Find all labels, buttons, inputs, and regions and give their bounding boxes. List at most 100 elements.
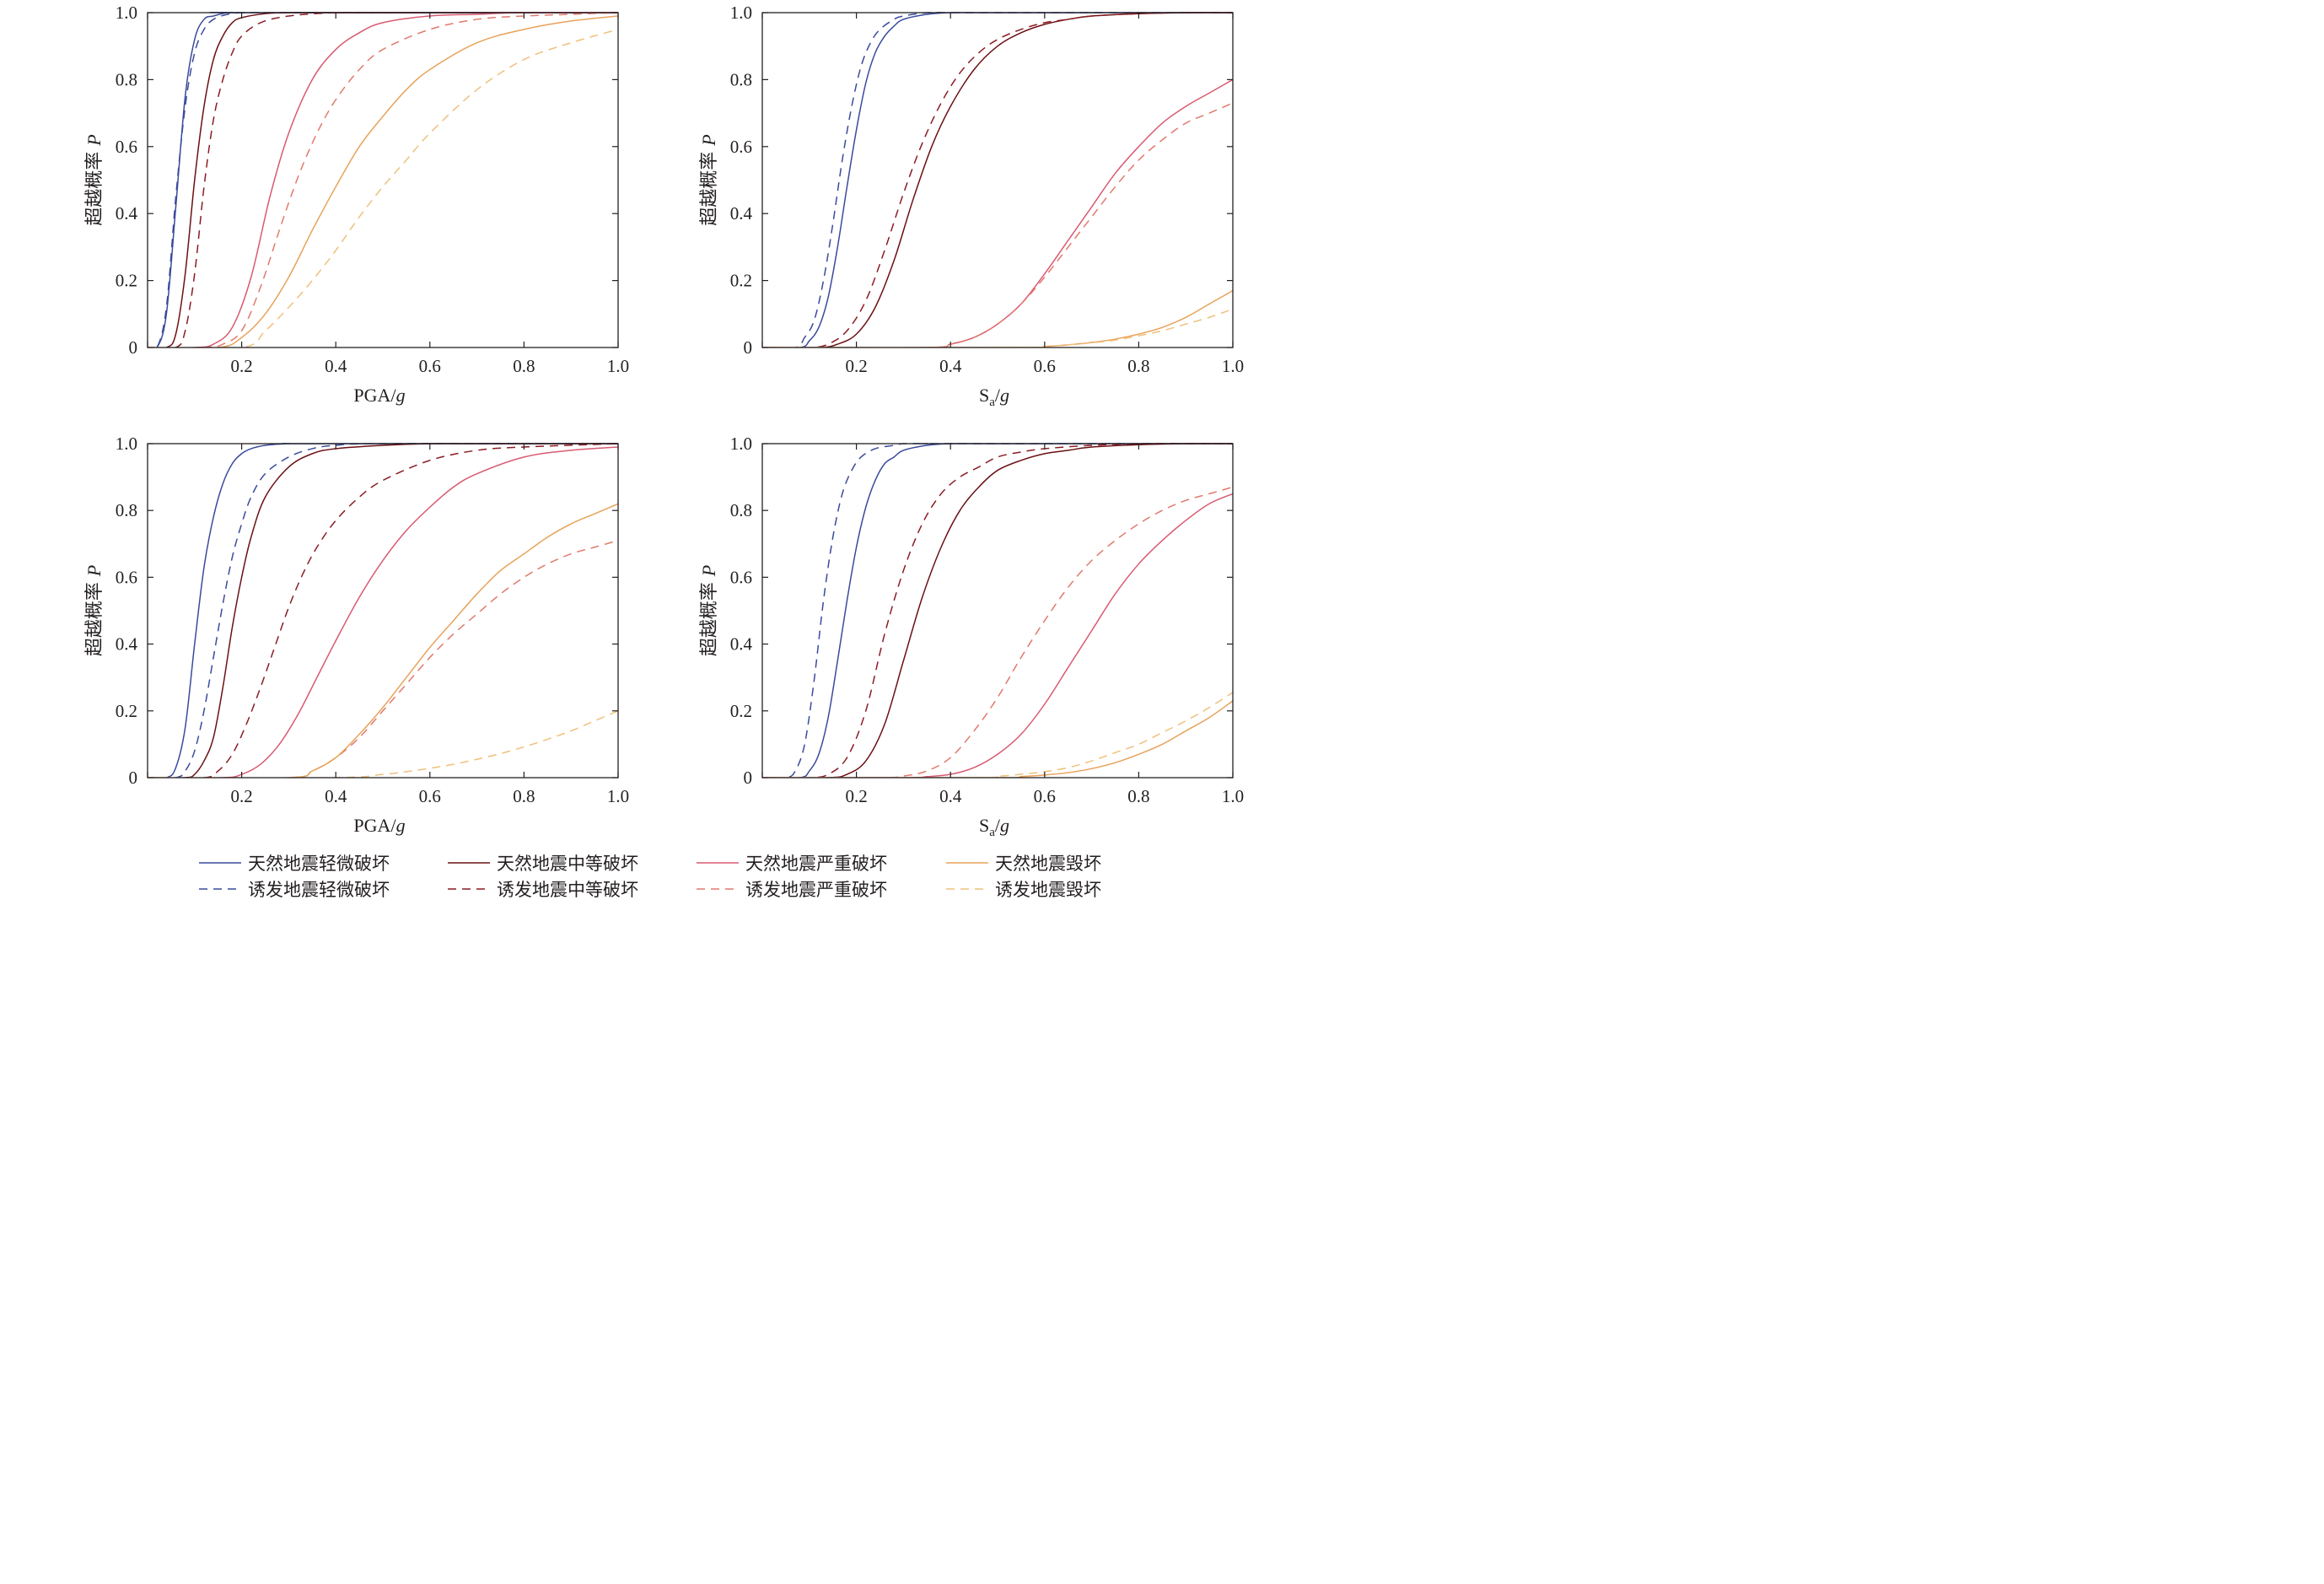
legend-item-natural-2: 天然地震中等破坏 [448, 854, 638, 874]
legend-item-induced-3: 诱发地震严重破坏 [697, 880, 887, 900]
x-tick-label: 0.6 [419, 356, 441, 376]
y-tick-label: 0.2 [730, 701, 752, 721]
y-tick-label: 0.6 [730, 567, 752, 587]
legend-item-induced-4: 诱发地震毁坏 [946, 880, 1101, 900]
series-line-induced-: 诱发地震中等破坏 [148, 12, 618, 348]
y-axis-title-main: 超越概率 [84, 576, 105, 656]
plot-frame [147, 443, 619, 779]
y-tick-label: 0.6 [116, 567, 137, 587]
x-axis-title-subscript: a [989, 396, 995, 409]
series-line-induced-: 诱发地震严重破坏 [762, 486, 1233, 778]
x-tick-label: 0.6 [1034, 786, 1056, 806]
series-line-natural-: 天然地震轻微破坏 [762, 12, 1233, 348]
x-tick-label: 0.4 [939, 786, 962, 806]
y-tick-label: 0.8 [730, 500, 752, 520]
x-tick-label: 0.2 [845, 356, 867, 376]
series-line-natural-: 天然地震毁坏 [148, 15, 618, 348]
series-line-natural-: 天然地震轻微破坏 [148, 443, 618, 778]
x-axis-title-subscript: a [989, 826, 995, 839]
series-lines: 天然地震轻微破坏诱发地震轻微破坏天然地震中等破坏诱发地震中等破坏天然地震严重破坏… [148, 12, 618, 348]
series-line-natural-: 天然地震中等破坏 [148, 12, 618, 348]
legend-item-induced-1: 诱发地震轻微破坏 [199, 880, 390, 900]
series-lines: 天然地震轻微破坏诱发地震轻微破坏天然地震中等破坏诱发地震中等破坏天然地震严重破坏… [762, 443, 1233, 778]
series-line-induced-: 诱发地震严重破坏 [148, 12, 618, 348]
series-lines: 天然地震轻微破坏诱发地震轻微破坏天然地震中等破坏诱发地震中等破坏天然地震严重破坏… [148, 443, 618, 778]
legend-label: 诱发地震严重破坏 [745, 880, 887, 900]
x-axis-title: PGA/g [353, 815, 405, 836]
y-axis-title-main: 超越概率 [699, 576, 720, 656]
x-axis-title-slash: / [390, 385, 396, 406]
series-line-induced-: 诱发地震毁坏 [148, 710, 618, 778]
x-tick-label: 1.0 [1222, 356, 1244, 376]
x-tick-label: 0.4 [325, 786, 347, 806]
legend-label: 天然地震轻微破坏 [248, 854, 390, 874]
y-axis-title-main: 超越概率 [699, 146, 720, 226]
x-tick-label: 1.0 [1222, 786, 1244, 806]
x-tick-label: 0.2 [230, 356, 252, 376]
y-tick-label: 1.0 [730, 3, 752, 23]
x-axis-title-slash: / [390, 815, 396, 836]
y-tick-label: 0 [129, 337, 138, 358]
chart-top-left: 天然地震轻微破坏诱发地震轻微破坏天然地震中等破坏诱发地震中等破坏天然地震严重破坏… [83, 3, 629, 406]
y-tick-label: 0.2 [116, 701, 137, 721]
x-axis-title-variable: g [1000, 385, 1009, 406]
series-line-natural-: 天然地震毁坏 [148, 503, 618, 778]
legend-item-natural-1: 天然地震轻微破坏 [199, 854, 390, 874]
y-tick-label: 0 [744, 768, 753, 788]
series-line-induced-: 诱发地震中等破坏 [762, 443, 1233, 778]
series-line-induced-: 诱发地震严重破坏 [762, 102, 1233, 348]
y-tick-label: 0.4 [116, 203, 138, 224]
chart-bottom-left: 天然地震轻微破坏诱发地震轻微破坏天然地震中等破坏诱发地震中等破坏天然地震严重破坏… [83, 434, 629, 836]
x-axis-title-variable: g [396, 815, 406, 836]
x-axis-title-main: PGA [353, 815, 390, 836]
legend-label: 天然地震严重破坏 [745, 854, 887, 874]
series-line-induced-: 诱发地震轻微破坏 [762, 12, 1233, 348]
y-axis-title-variable: P [83, 134, 105, 146]
series-line-natural-: 天然地震中等破坏 [148, 443, 618, 778]
y-axis-title: 超越概率 P [698, 565, 720, 656]
y-axis-title: 超越概率 P [83, 565, 105, 656]
legend-label: 诱发地震毁坏 [995, 880, 1101, 900]
y-axis-title: 超越概率 P [698, 134, 720, 225]
y-axis-title: 超越概率 P [83, 134, 105, 225]
series-line-induced-: 诱发地震毁坏 [148, 29, 618, 348]
y-tick-label: 0.4 [730, 203, 753, 224]
legend-label: 天然地震中等破坏 [497, 854, 638, 874]
x-tick-label: 0.6 [419, 786, 441, 806]
x-tick-label: 0.2 [230, 786, 252, 806]
y-axis-title-variable: P [698, 565, 719, 577]
x-tick-label: 0.2 [845, 786, 867, 806]
series-line-natural-: 天然地震中等破坏 [762, 443, 1233, 778]
plot-frame [147, 12, 619, 348]
legend-item-induced-2: 诱发地震中等破坏 [448, 880, 638, 900]
series-line-natural-: 天然地震毁坏 [762, 700, 1233, 778]
y-axis-title-main: 超越概率 [84, 146, 105, 226]
y-axis-title-variable: P [698, 134, 719, 146]
legend-label: 诱发地震中等破坏 [497, 880, 638, 900]
series-line-natural-: 天然地震中等破坏 [762, 12, 1233, 348]
legend-item-natural-3: 天然地震严重破坏 [697, 854, 887, 874]
y-tick-label: 0 [744, 337, 753, 358]
legend-label: 天然地震毁坏 [995, 854, 1101, 874]
y-tick-label: 0.8 [730, 69, 752, 89]
series-line-natural-: 天然地震严重破坏 [762, 78, 1233, 348]
x-axis-title-variable: g [1000, 815, 1009, 836]
series-line-induced-: 诱发地震轻微破坏 [148, 443, 618, 778]
x-axis-title-main: S [979, 385, 989, 406]
y-tick-label: 0.2 [730, 271, 752, 291]
y-tick-label: 0.4 [116, 634, 138, 655]
x-axis-title: Sa/g [979, 385, 1009, 409]
legend-label: 诱发地震轻微破坏 [248, 880, 390, 900]
series-line-induced-: 诱发地震严重破坏 [148, 540, 618, 778]
y-tick-label: 0 [129, 768, 138, 788]
series-line-natural-: 天然地震严重破坏 [762, 493, 1233, 778]
y-tick-label: 0.8 [116, 69, 137, 89]
series-line-natural-: 天然地震轻微破坏 [762, 443, 1233, 778]
plot-frame [761, 443, 1234, 779]
x-tick-label: 1.0 [607, 786, 629, 806]
x-tick-label: 0.8 [1127, 786, 1149, 806]
x-tick-label: 0.4 [325, 356, 347, 376]
series-line-induced-: 诱发地震毁坏 [762, 692, 1233, 778]
y-tick-label: 1.0 [116, 3, 137, 23]
x-tick-label: 0.4 [939, 356, 962, 376]
